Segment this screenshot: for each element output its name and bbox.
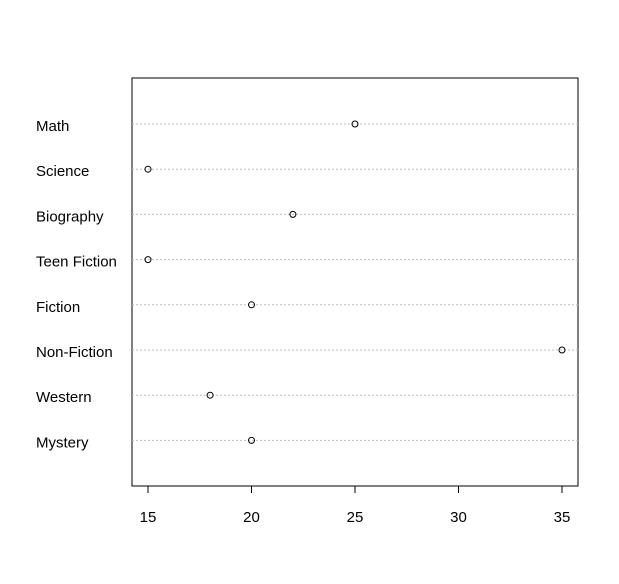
data-point <box>248 301 255 309</box>
data-point <box>144 256 152 264</box>
category-label: Fiction <box>36 299 80 316</box>
x-tick-label: 35 <box>554 509 571 526</box>
x-tick-label: 20 <box>243 509 260 526</box>
category-label: Western <box>36 389 92 406</box>
data-points <box>144 120 566 444</box>
data-point <box>558 346 566 354</box>
category-labels: Math Science Biography Teen Fiction Fiction N… <box>36 118 117 451</box>
category-label: Teen Fiction <box>36 254 117 271</box>
category-label: Non-Fiction <box>36 344 113 361</box>
data-point <box>144 165 152 173</box>
data-point <box>248 436 255 444</box>
data-point <box>289 210 297 218</box>
category-label: Biography <box>36 208 104 225</box>
category-label: Science <box>36 163 89 180</box>
guide-lines <box>132 123 578 441</box>
plot-frame <box>131 77 579 487</box>
data-point <box>351 120 359 128</box>
category-label: Mystery <box>36 434 89 451</box>
x-tick-label: 30 <box>450 509 467 526</box>
category-label: Math <box>36 118 69 135</box>
x-tick-label: 15 <box>140 509 157 526</box>
data-point <box>206 391 214 399</box>
x-axis: 15 20 25 30 35 <box>140 485 571 526</box>
x-tick-label: 25 <box>347 509 364 526</box>
